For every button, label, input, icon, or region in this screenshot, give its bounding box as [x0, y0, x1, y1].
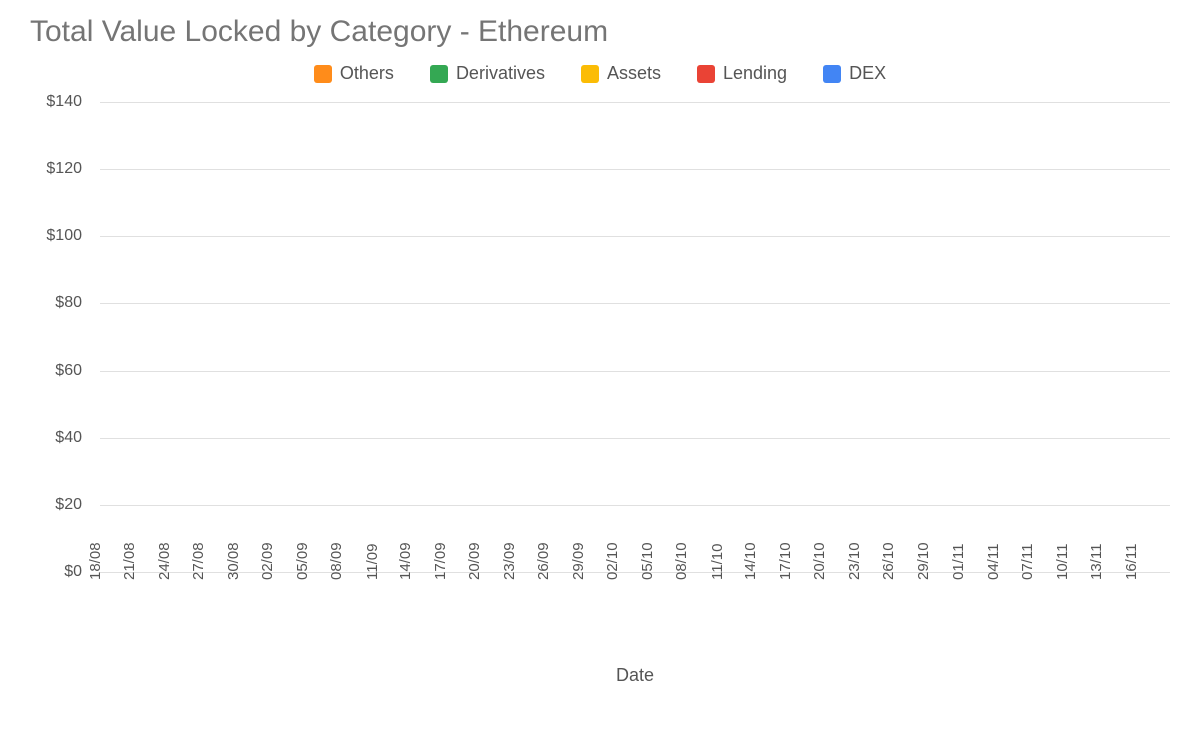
x-tick-label: 23/10: [846, 542, 863, 580]
y-tick-label: $0: [22, 563, 82, 581]
legend-swatch: [314, 65, 332, 83]
x-tick-label: 13/11: [1088, 544, 1105, 580]
legend-swatch: [823, 65, 841, 83]
x-tick-label: 14/10: [742, 542, 759, 580]
legend-label: Derivatives: [456, 63, 545, 84]
y-tick-label: $20: [22, 496, 82, 514]
y-tick-label: $60: [22, 362, 82, 380]
x-tick-label: 17/10: [777, 542, 794, 580]
x-tick-label: 02/10: [604, 542, 621, 580]
legend-swatch: [430, 65, 448, 83]
x-tick-label: 21/08: [121, 542, 138, 580]
x-tick-label: 20/09: [466, 542, 483, 580]
legend-item: Others: [314, 63, 394, 84]
x-axis-title: Date: [100, 665, 1170, 686]
x-tick-label: 04/11: [985, 544, 1002, 580]
bars-container: [100, 102, 1170, 572]
x-tick-label: 14/09: [397, 542, 414, 580]
x-tick-label: 11/10: [709, 544, 726, 580]
legend: Others Derivatives Assets Lending DEX: [30, 63, 1170, 84]
x-tick-label: 08/09: [328, 542, 345, 580]
x-tick-label: 30/08: [225, 542, 242, 580]
x-tick-label: 10/11: [1054, 544, 1071, 580]
x-tick-label: 29/09: [570, 542, 587, 580]
x-tick-label: 11/09: [364, 544, 381, 580]
x-tick-label: 02/09: [259, 542, 276, 580]
y-tick-label: $100: [22, 227, 82, 245]
x-tick-label: 18/08: [87, 542, 104, 580]
legend-label: DEX: [849, 63, 886, 84]
y-axis: $0$20$40$60$80$100$120$140: [30, 102, 90, 572]
x-tick-label: 01/11: [950, 544, 967, 580]
x-tick-label: 24/08: [156, 542, 173, 580]
x-tick-label: 16/11: [1123, 544, 1140, 580]
x-tick-label: 07/11: [1019, 544, 1036, 580]
legend-item: Lending: [697, 63, 787, 84]
x-tick-label: 29/10: [915, 542, 932, 580]
x-tick-label: 05/10: [639, 542, 656, 580]
x-tick-label: 23/09: [501, 542, 518, 580]
x-tick-label: 26/09: [535, 542, 552, 580]
y-tick-label: $80: [22, 294, 82, 312]
y-tick-label: $140: [22, 93, 82, 111]
x-tick-label: 27/08: [190, 542, 207, 580]
x-tick-label: 26/10: [880, 542, 897, 580]
x-tick-label: 05/09: [294, 542, 311, 580]
legend-swatch: [697, 65, 715, 83]
legend-label: Assets: [607, 63, 661, 84]
legend-item: DEX: [823, 63, 886, 84]
legend-item: Derivatives: [430, 63, 545, 84]
legend-item: Assets: [581, 63, 661, 84]
plot-area: $0$20$40$60$80$100$120$140: [100, 102, 1170, 572]
x-tick-label: 08/10: [673, 542, 690, 580]
y-tick-label: $120: [22, 160, 82, 178]
x-axis: 18/0821/0824/0827/0830/0802/0905/0908/09…: [100, 576, 1170, 686]
legend-label: Lending: [723, 63, 787, 84]
x-tick-label: 17/09: [432, 542, 449, 580]
chart-container: Total Value Locked by Category - Ethereu…: [30, 15, 1170, 686]
x-tick-label: 20/10: [811, 542, 828, 580]
legend-label: Others: [340, 63, 394, 84]
legend-swatch: [581, 65, 599, 83]
chart-title: Total Value Locked by Category - Ethereu…: [30, 15, 1170, 49]
y-tick-label: $40: [22, 429, 82, 447]
